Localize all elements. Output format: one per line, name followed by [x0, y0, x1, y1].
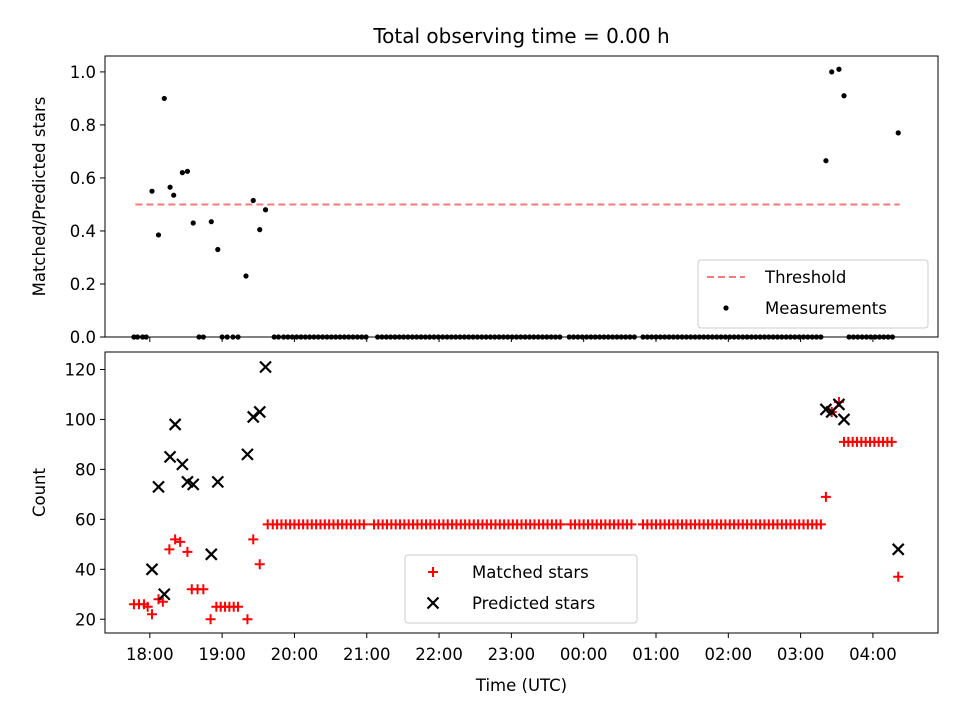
legend-matched-symbol: [428, 567, 438, 577]
data-point-x: [211, 475, 225, 489]
chart-title: Total observing time = 0.00 h: [372, 24, 669, 48]
data-point: [190, 220, 196, 226]
data-point: [257, 227, 263, 233]
axes-frame: [104, 351, 939, 634]
x-tick-label: 21:00: [343, 645, 391, 664]
data-point-plus: [205, 614, 216, 625]
x-tick-label: 03:00: [777, 645, 825, 664]
legend-measurement-symbol: [723, 305, 729, 311]
data-point-plus: [242, 614, 253, 625]
data-point: [243, 273, 249, 279]
data-point-x: [837, 413, 851, 426]
data-point: [215, 246, 221, 253]
data-point: [179, 170, 185, 176]
legend-label: Predicted stars: [472, 594, 595, 613]
data-point-plus: [626, 519, 637, 530]
y-tick-label: 0.2: [70, 275, 96, 294]
data-point-x: [163, 450, 177, 464]
x-tick-label: 00:00: [560, 645, 608, 664]
data-point-plus: [820, 491, 831, 502]
y-tick-label: 80: [75, 460, 96, 479]
y-tick-label: 20: [75, 610, 96, 629]
x-tick-label: 01:00: [632, 645, 680, 664]
series-matched-stars: [128, 396, 904, 625]
data-point: [829, 69, 835, 75]
y-axis-label: Count: [30, 467, 49, 517]
legend-label: Matched stars: [472, 563, 589, 582]
data-point-x: [891, 543, 905, 556]
y-tick-label: 0.8: [70, 116, 96, 135]
x-tick-label: 18:00: [126, 645, 174, 664]
x-tick-label: 23:00: [488, 645, 536, 664]
data-point-plus: [175, 536, 186, 547]
data-point: [262, 207, 269, 213]
data-point: [155, 232, 162, 238]
data-point: [836, 66, 842, 72]
data-point: [823, 158, 829, 164]
data-point: [895, 130, 901, 136]
data-point-plus: [142, 601, 153, 612]
data-point-plus: [358, 519, 369, 530]
data-point: [167, 184, 173, 190]
data-point-x: [186, 478, 200, 491]
x-tick-label: 19:00: [198, 645, 246, 664]
legend-label: Threshold: [764, 268, 846, 287]
legend-label: Measurements: [765, 299, 887, 318]
data-point-plus: [248, 534, 259, 545]
data-point-plus: [886, 436, 897, 447]
data-point-plus: [157, 596, 168, 607]
x-tick-label: 22:00: [415, 645, 463, 664]
data-point-x: [205, 548, 218, 561]
data-point-plus: [198, 584, 209, 595]
data-point-x: [145, 563, 159, 576]
x-tick-label: 04:00: [849, 645, 897, 664]
data-point: [161, 95, 167, 102]
y-axis-label: Matched/Predicted stars: [30, 97, 49, 297]
data-point-plus: [182, 546, 193, 557]
data-point-plus: [147, 609, 158, 620]
x-axis-label: Time (UTC): [475, 676, 567, 695]
data-point-x: [158, 588, 171, 601]
data-point-x: [832, 398, 846, 411]
legend-predicted-symbol: [426, 596, 440, 610]
y-tick-label: 60: [75, 510, 96, 529]
data-point: [208, 219, 214, 225]
y-tick-label: 0.6: [70, 169, 96, 188]
x-tick-label: 20:00: [271, 645, 319, 664]
data-point: [184, 168, 191, 174]
data-point-x: [176, 458, 189, 471]
data-point-plus: [170, 534, 181, 545]
series-predicted-stars: [145, 360, 905, 601]
y-tick-label: 40: [75, 560, 96, 579]
data-point-plus: [233, 601, 244, 612]
legend-box: [404, 554, 638, 624]
data-point-plus: [164, 544, 175, 555]
data-point: [149, 188, 155, 194]
y-tick-label: 0.0: [70, 328, 96, 347]
x-tick-label: 02:00: [705, 645, 753, 664]
legend-box: [697, 259, 929, 329]
data-point-x: [259, 360, 272, 374]
y-tick-label: 1.0: [70, 63, 96, 82]
data-point-x: [241, 448, 254, 461]
data-point-plus: [893, 571, 904, 582]
data-point: [841, 93, 847, 99]
y-tick-label: 120: [65, 360, 97, 379]
y-tick-label: 100: [65, 410, 97, 429]
data-point-x: [253, 405, 267, 419]
data-point: [171, 192, 177, 198]
data-point-plus: [815, 519, 826, 530]
data-point-x: [168, 418, 182, 431]
data-point-plus: [254, 559, 265, 570]
data-point-plus: [555, 519, 566, 530]
data-point-x: [152, 480, 165, 494]
axes-frame: [104, 55, 939, 338]
y-tick-label: 0.4: [70, 222, 96, 241]
data-point: [250, 197, 256, 204]
top-panel-plot: 0.0 0.2 0.4 0.6 0.8 1.0 Total observing time =…: [30, 24, 939, 347]
bottom-panel-plot: 20 40 60 80 100 120 18:00 19:00 20:00 21:00 22:00 2…: [30, 351, 939, 695]
